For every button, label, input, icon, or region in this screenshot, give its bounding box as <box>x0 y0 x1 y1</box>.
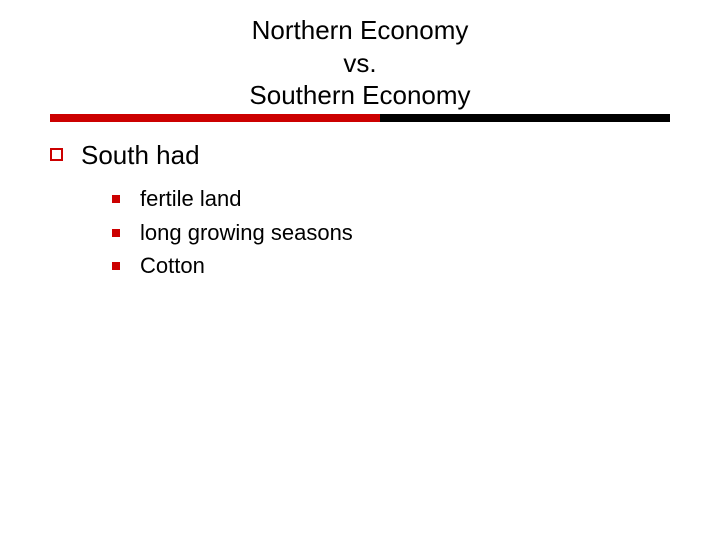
title-line-1: Northern Economy <box>0 14 720 47</box>
divider-red-segment <box>50 114 380 122</box>
divider-black-segment <box>380 114 670 122</box>
filled-square-bullet-icon <box>112 229 120 237</box>
title-line-3: Southern Economy <box>0 79 720 112</box>
filled-square-bullet-icon <box>112 195 120 203</box>
slide-content: South had fertile land long growing seas… <box>50 140 670 286</box>
level1-text: South had <box>81 140 200 171</box>
level2-text: fertile land <box>140 185 242 213</box>
title-divider <box>50 114 670 122</box>
level2-text: Cotton <box>140 252 205 280</box>
bullet-level2: Cotton <box>112 252 670 280</box>
open-square-bullet-icon <box>50 148 63 161</box>
level2-text: long growing seasons <box>140 219 353 247</box>
title-line-2: vs. <box>0 47 720 80</box>
level2-list: fertile land long growing seasons Cotton <box>112 185 670 280</box>
bullet-level2: fertile land <box>112 185 670 213</box>
slide-title: Northern Economy vs. Southern Economy <box>0 0 720 120</box>
bullet-level2: long growing seasons <box>112 219 670 247</box>
bullet-level1: South had <box>50 140 670 171</box>
filled-square-bullet-icon <box>112 262 120 270</box>
slide: Northern Economy vs. Southern Economy So… <box>0 0 720 540</box>
